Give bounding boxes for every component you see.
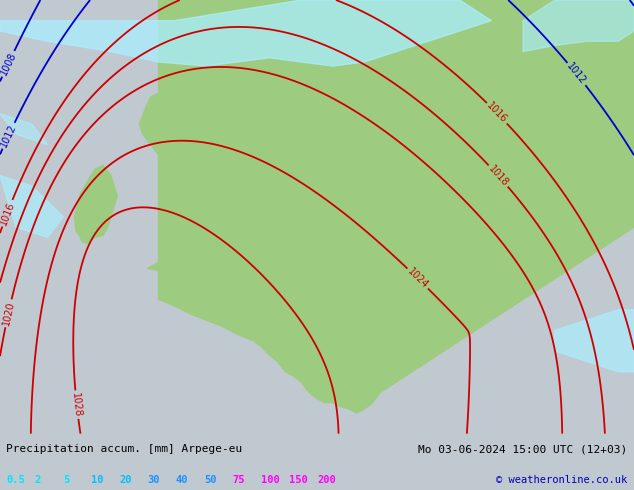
Text: 1012: 1012 [565,61,588,87]
Polygon shape [0,0,491,66]
Text: 75: 75 [232,475,245,485]
Text: 40: 40 [176,475,188,485]
Text: 1024: 1024 [405,267,430,291]
Text: 10: 10 [91,475,103,485]
Text: 1016: 1016 [0,200,16,226]
Text: 0.5: 0.5 [6,475,25,485]
Text: 100: 100 [261,475,279,485]
Text: Mo 03-06-2024 15:00 UTC (12+03): Mo 03-06-2024 15:00 UTC (12+03) [418,444,628,454]
Polygon shape [523,0,634,51]
Polygon shape [158,0,634,413]
Text: 1012: 1012 [0,122,18,149]
Text: 200: 200 [317,475,336,485]
Text: Precipitation accum. [mm] Arpege-eu: Precipitation accum. [mm] Arpege-eu [6,444,243,454]
Text: 1016: 1016 [485,101,509,125]
Polygon shape [365,0,634,165]
Text: 1020: 1020 [1,300,16,326]
Text: 1028: 1028 [70,392,83,417]
Text: 50: 50 [204,475,217,485]
Polygon shape [0,114,48,145]
Text: 5: 5 [63,475,69,485]
Text: © weatheronline.co.uk: © weatheronline.co.uk [496,475,628,485]
Text: 2: 2 [35,475,41,485]
Polygon shape [365,103,441,165]
Polygon shape [139,93,266,270]
Text: 20: 20 [119,475,132,485]
Text: 30: 30 [148,475,160,485]
Polygon shape [74,165,117,244]
Polygon shape [0,175,63,238]
Text: 1018: 1018 [486,164,510,188]
Polygon shape [555,310,634,372]
Text: 150: 150 [288,475,307,485]
Text: 1008: 1008 [0,50,18,77]
